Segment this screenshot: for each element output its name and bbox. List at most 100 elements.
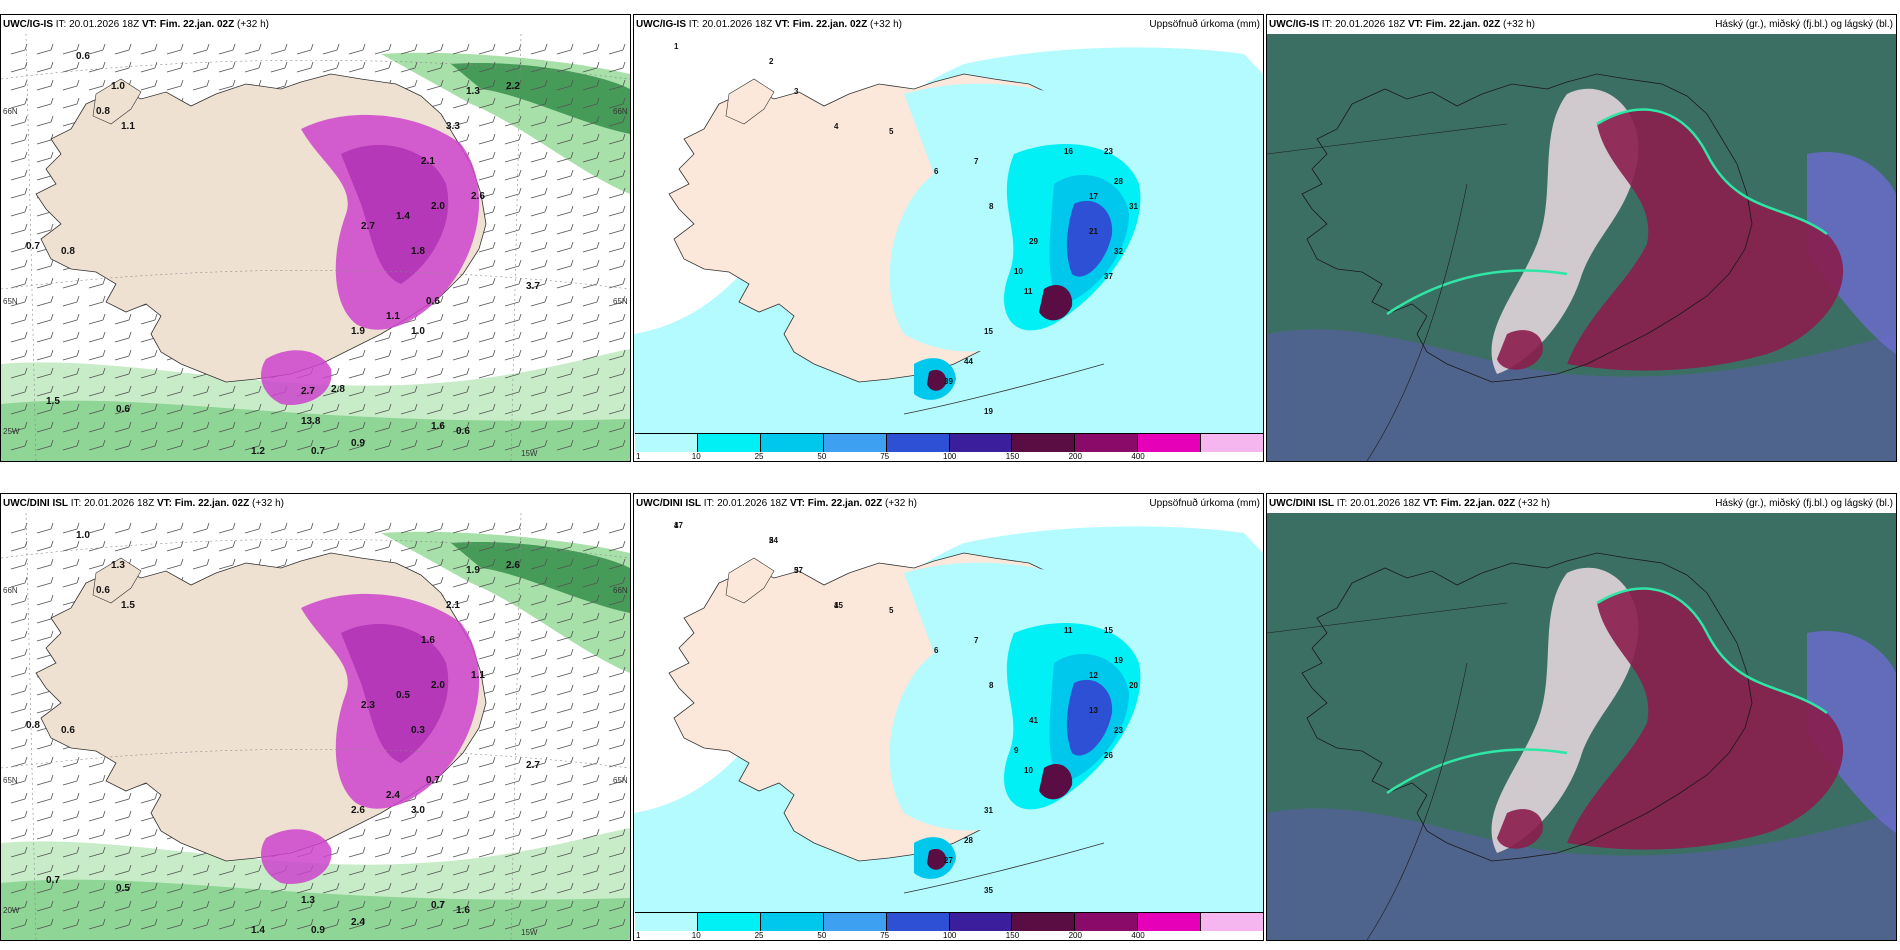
- colorbar-swatch: [1075, 913, 1139, 931]
- colorbar-swatch: [760, 913, 824, 931]
- precip-value-label: 2: [769, 536, 774, 545]
- wind-value-label: 2.7: [526, 760, 540, 771]
- wind-map: 0.6 0.7 0.8 1.0 0.8 1.1 2.2 1.3 2.0 3.3 2.1 2.7 1.4 1…: [1, 34, 630, 461]
- wind-value-label: 2.8: [331, 384, 345, 395]
- precip-value-label: 44: [964, 357, 973, 366]
- axis-label: 66N: [3, 107, 18, 116]
- wind-value-label: 1.4: [251, 925, 265, 936]
- precip-value-label: 19: [984, 407, 993, 416]
- wind-value-label: 2.0: [431, 201, 445, 212]
- precip-value-label: 6: [934, 646, 939, 655]
- colorbar-tick-label: 1: [636, 452, 641, 461]
- wind-value-label: 2.1: [446, 600, 460, 611]
- precip-value-label: 2: [769, 57, 774, 66]
- wind-value-label: 0.6: [61, 725, 75, 736]
- precip-value-label: 16: [1064, 147, 1073, 156]
- axis-label: 65N: [3, 297, 18, 306]
- wind-value-label: 0.8: [26, 720, 40, 731]
- precip-value-label: 23: [1104, 147, 1113, 156]
- wind-value-label: 1.6: [456, 905, 470, 916]
- wind-value-label: 2.2: [506, 81, 520, 92]
- colorbar-swatch: [949, 434, 1013, 452]
- colorbar-tick-label: 400: [1131, 931, 1145, 940]
- precip-value-label: 10: [1014, 267, 1023, 276]
- colorbar-swatch: [1201, 913, 1263, 931]
- wind-value-label: 3.0: [411, 805, 425, 816]
- wind-value-label: 1.5: [46, 396, 60, 407]
- wind-value-label: 1.1: [121, 121, 135, 132]
- precip-value-label: 17: [1089, 192, 1098, 201]
- panel-header: UWC/IG-IS IT: 20.01.2026 18Z VT: Fim. 22…: [634, 15, 1263, 34]
- wind-value-label: 1.5: [121, 600, 135, 611]
- precip-value-label: 3: [794, 87, 799, 96]
- wind-value-label: 2.0: [431, 680, 445, 691]
- wind-value-label: 0.6: [96, 585, 110, 596]
- precip-value-label: 3: [794, 566, 799, 575]
- axis-label: 65N: [613, 297, 628, 306]
- precip-value-label: 7: [974, 157, 979, 166]
- wind-value-label: 1.1: [471, 670, 485, 681]
- colorbar: [635, 912, 1263, 931]
- colorbar-tick-label: 150: [1005, 452, 1020, 461]
- colorbar-tick-label: 50: [817, 931, 827, 940]
- precip-value-label: 1: [674, 42, 679, 51]
- wind-value-label: 1.9: [466, 565, 480, 576]
- precip-value-label: 11: [1064, 626, 1073, 635]
- colorbar-tick-label: 50: [817, 452, 827, 461]
- wind-value-label: 2.3: [361, 700, 375, 711]
- colorbar-swatch: [1012, 913, 1076, 931]
- wind-map: 1.0 0.8 0.6 1.3 0.6 1.5 2.6 1.9 2.0 2.1 1.6 2.3 0.5 0…: [1, 513, 630, 940]
- colorbar-ticks: 1 10 25 50 75 100 150 200 400: [634, 931, 1263, 940]
- wind-value-label: 0.7: [431, 900, 445, 911]
- wind-value-label: 2.6: [506, 560, 520, 571]
- wind-value-label: 0.6: [76, 51, 90, 62]
- precip-value-label: 29: [1029, 237, 1038, 246]
- wind-value-label: 1.0: [111, 81, 125, 92]
- panel-header: UWC/DINI ISL IT: 20.01.2026 18Z VT: Fim.…: [1267, 494, 1896, 513]
- panel-right-title: Háský (gr.), miðský (fj.bl.) og lágský (…: [1715, 19, 1893, 30]
- precip-value-label: 57: [794, 566, 803, 575]
- colorbar-swatch: [697, 434, 761, 452]
- wind-value-label: 0.9: [351, 438, 365, 449]
- precip-value-label: 12: [1089, 671, 1098, 680]
- panel-right-title: Uppsöfnuð úrkoma (mm): [1149, 498, 1260, 509]
- colorbar-swatch: [823, 913, 887, 931]
- panel-wind-igis: UWC/IG-IS IT: 20.01.2026 18Z VT: Fim. 22…: [0, 14, 631, 462]
- precip-value-label: 8: [989, 202, 994, 211]
- wind-value-label: 3.7: [526, 281, 540, 292]
- precip-value-label: 31: [984, 806, 993, 815]
- precip-value-label: 15: [1104, 626, 1113, 635]
- colorbar-swatch: [1012, 434, 1076, 452]
- axis-label: 20W: [3, 906, 20, 915]
- axis-label: 65N: [3, 776, 18, 785]
- wind-value-label: 1.0: [411, 326, 425, 337]
- colorbar-tick-label: 100: [943, 931, 957, 940]
- precip-value-label: 13: [1089, 706, 1098, 715]
- panel-header: UWC/DINI ISL IT: 20.01.2026 18Z VT: Fim.…: [1, 494, 630, 513]
- colorbar: [635, 433, 1263, 452]
- axis-label: 15W: [521, 928, 538, 937]
- panel-right-title: Uppsöfnuð úrkoma (mm): [1149, 19, 1260, 30]
- wind-value-label: 0.8: [96, 106, 110, 117]
- wind-value-label: 1.8: [411, 246, 425, 257]
- precip-value-label: 15: [984, 327, 993, 336]
- wind-value-label: 0.3: [411, 725, 425, 736]
- precip-value-label: 27: [944, 856, 953, 865]
- wind-value-label: 1.3: [111, 560, 125, 571]
- panel-precip-igis: UWC/IG-IS IT: 20.01.2026 18Z VT: Fim. 22…: [633, 14, 1264, 462]
- precip-value-label: 28: [964, 836, 973, 845]
- wind-value-label: 0.5: [396, 690, 410, 701]
- precip-value-label: 1: [674, 521, 679, 530]
- panel-header: UWC/DINI ISL IT: 20.01.2026 18Z VT: Fim.…: [634, 494, 1263, 513]
- precip-value-label: 20: [1129, 681, 1138, 690]
- panel-header: UWC/IG-IS IT: 20.01.2026 18Z VT: Fim. 22…: [1267, 15, 1896, 34]
- colorbar-swatch: [886, 434, 950, 452]
- precip-value-label: 31: [1129, 202, 1138, 211]
- precip-value-label: 4: [834, 122, 839, 131]
- colorbar-tick-label: 25: [754, 452, 764, 461]
- precip-value-label: 11: [1024, 287, 1033, 296]
- colorbar-swatch: [697, 913, 761, 931]
- colorbar-tick-label: 1: [636, 931, 641, 940]
- axis-label: 25W: [3, 427, 20, 436]
